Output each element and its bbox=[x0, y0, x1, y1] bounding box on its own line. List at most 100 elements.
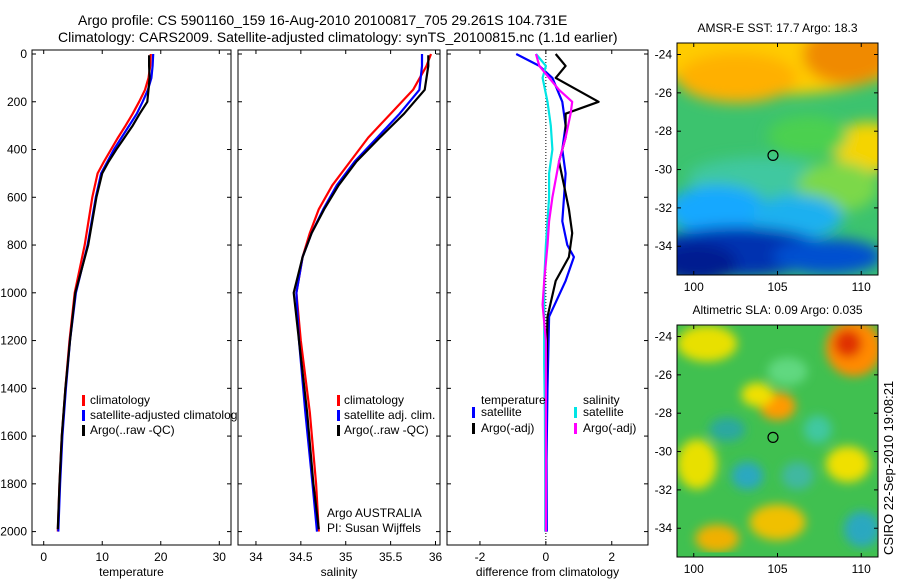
sla-map-panel: Altimetric SLA: 0.09 Argo: 0.035 -24 -26 -2… bbox=[655, 303, 879, 576]
temperature-xtick-label: 30 bbox=[213, 550, 227, 564]
depth-tick-label: 1800 bbox=[0, 477, 27, 491]
temperature-axes-box bbox=[31, 49, 232, 546]
sst-map-field-patch bbox=[767, 115, 848, 156]
sst-map-title: AMSR-E SST: 17.7 Argo: 18.3 bbox=[697, 21, 857, 35]
sst-map-field-patch bbox=[752, 195, 843, 239]
depth-tick-label: 1200 bbox=[0, 334, 27, 348]
depth-tick-label: 1600 bbox=[0, 429, 27, 443]
depth-tick-label: 200 bbox=[7, 95, 27, 109]
principal-investigator-label: PI: Susan Wijffels bbox=[327, 521, 421, 535]
temperature-legend-entry: Argo(..raw -QC) bbox=[90, 423, 175, 437]
argo-program-label: Argo AUSTRALIA bbox=[327, 506, 422, 520]
figure-title-line2: Climatology: CARS2009. Satellite-adjuste… bbox=[58, 29, 618, 45]
sla-map-lon-label: 110 bbox=[852, 562, 871, 576]
diff-legend-swatch bbox=[472, 407, 475, 418]
sst-map-panel: AMSR-E SST: 17.7 Argo: 18.3 -24 -26 -28 -30 -… bbox=[655, 21, 879, 294]
salinity-axes-box bbox=[237, 49, 441, 546]
depth-tick-label: 2000 bbox=[0, 525, 27, 539]
temperature-legend-entry: satellite-adjusted climatology bbox=[90, 408, 243, 422]
sla-map-field bbox=[677, 325, 878, 553]
sla-map-argo-marker bbox=[767, 431, 779, 443]
sla-map-title: Altimetric SLA: 0.09 Argo: 0.035 bbox=[692, 303, 862, 317]
sst-map-lon-label: 110 bbox=[852, 280, 871, 294]
temperature-xtick-label: 0 bbox=[40, 550, 47, 564]
sla-map-field-patch bbox=[731, 461, 764, 490]
salinity-xtick-label: 35 bbox=[339, 550, 353, 564]
sla-map-field-patch bbox=[825, 446, 870, 483]
diff-legend-entry: satellite bbox=[481, 405, 522, 419]
sst-map-lat-label: -24 bbox=[655, 48, 673, 62]
diff-legend-title-salinity: salinity bbox=[583, 393, 620, 407]
sla-map-field-patch bbox=[709, 417, 746, 442]
depth-tick-label: 400 bbox=[7, 143, 27, 157]
sla-map-lat-label: -34 bbox=[655, 521, 673, 535]
figure-title-line1: Argo profile: CS 5901160_159 16-Aug-2010… bbox=[78, 12, 568, 28]
sla-map-field-patch bbox=[741, 382, 774, 407]
difference-xtick-label: 2 bbox=[608, 550, 615, 564]
salinity-series-argo bbox=[292, 55, 430, 530]
temperature-xtick-label: 10 bbox=[96, 550, 110, 564]
temperature-legend-swatch bbox=[82, 410, 85, 421]
salinity-panel: 34 34.5 35 35.5 36 salinity climatologysatelli… bbox=[237, 49, 443, 579]
sla-map-field-patch bbox=[767, 357, 808, 386]
sla-map-lon-label: 105 bbox=[767, 562, 787, 576]
salinity-legend-entry: satellite adj. clim. bbox=[344, 408, 435, 422]
temperature-legend-entry: climatology bbox=[90, 393, 150, 407]
temperature-panel: 0 200 400 600 800 1000 1200 1400 1600 1800 2000 0 10… bbox=[0, 47, 243, 579]
sla-map-field-patch bbox=[695, 524, 740, 553]
difference-xtick-label: -2 bbox=[475, 550, 486, 564]
sla-map-field-patch bbox=[803, 415, 832, 444]
depth-tick-label: 1000 bbox=[0, 286, 27, 300]
timestamp-stamp: CSIRO 22-Sep-2010 19:08:21 bbox=[881, 380, 896, 555]
sst-map-lon-label: 105 bbox=[767, 280, 787, 294]
diff-legend-swatch bbox=[574, 407, 577, 418]
temperature-xtick-label: 20 bbox=[154, 550, 168, 564]
temperature-xlabel: temperature bbox=[99, 565, 164, 579]
sla-map-lat-label: -26 bbox=[655, 368, 673, 382]
sla-map-lat-label: -24 bbox=[655, 330, 673, 344]
depth-tick-label: 800 bbox=[7, 238, 27, 252]
salinity-xtick-label: 36 bbox=[429, 550, 443, 564]
salinity-xtick-label: 34 bbox=[249, 550, 263, 564]
salinity-legend-swatch bbox=[337, 425, 340, 436]
sla-map-field-patch bbox=[833, 329, 862, 358]
sst-map-lat-label: -34 bbox=[655, 239, 673, 253]
difference-series-salinity-satellite bbox=[535, 53, 554, 532]
diff-legend-entry: satellite bbox=[583, 405, 624, 419]
salinity-xtick-label: 34.5 bbox=[289, 550, 313, 564]
diff-legend-swatch bbox=[472, 423, 475, 434]
salinity-xlabel: salinity bbox=[321, 565, 358, 579]
diff-legend-swatch bbox=[574, 423, 577, 434]
sst-map-field bbox=[677, 43, 878, 275]
depth-tick-label: 1400 bbox=[0, 381, 27, 395]
sst-map-field-patch bbox=[677, 52, 798, 103]
depth-tick-label: 0 bbox=[20, 47, 27, 61]
sst-map-lat-label: -32 bbox=[655, 201, 673, 215]
sla-map-image bbox=[677, 325, 878, 557]
salinity-xtick-label: 35.5 bbox=[379, 550, 403, 564]
temperature-legend-swatch bbox=[82, 395, 85, 406]
sla-map-field-patch bbox=[677, 439, 718, 490]
sla-map-field-patch bbox=[843, 511, 878, 548]
sla-map-lon-label: 100 bbox=[684, 562, 704, 576]
difference-xlabel: difference from climatology bbox=[476, 565, 619, 579]
sla-map-lat-label: -32 bbox=[655, 483, 673, 497]
difference-series-temperature-satellite bbox=[515, 53, 576, 532]
sst-map-field-patch bbox=[802, 43, 878, 85]
diff-legend-entry: Argo(-adj) bbox=[481, 421, 534, 435]
salinity-legend-entry: Argo(..raw -QC) bbox=[344, 423, 429, 437]
diff-legend-entry: Argo(-adj) bbox=[583, 421, 636, 435]
sst-map-field-patch bbox=[772, 238, 878, 275]
salinity-legend-swatch bbox=[337, 410, 340, 421]
diff-legend-title-temperature: temperature bbox=[481, 393, 546, 407]
salinity-series-climatology bbox=[295, 53, 433, 532]
salinity-legend-entry: climatology bbox=[344, 393, 404, 407]
difference-series-salinity-argo bbox=[534, 53, 574, 532]
sla-map-field-patch bbox=[677, 325, 738, 362]
sla-map-lat-label: -28 bbox=[655, 406, 673, 420]
sst-map-argo-marker bbox=[767, 149, 779, 161]
temperature-legend-swatch bbox=[82, 425, 85, 436]
sst-map-lat-label: -28 bbox=[655, 124, 673, 138]
